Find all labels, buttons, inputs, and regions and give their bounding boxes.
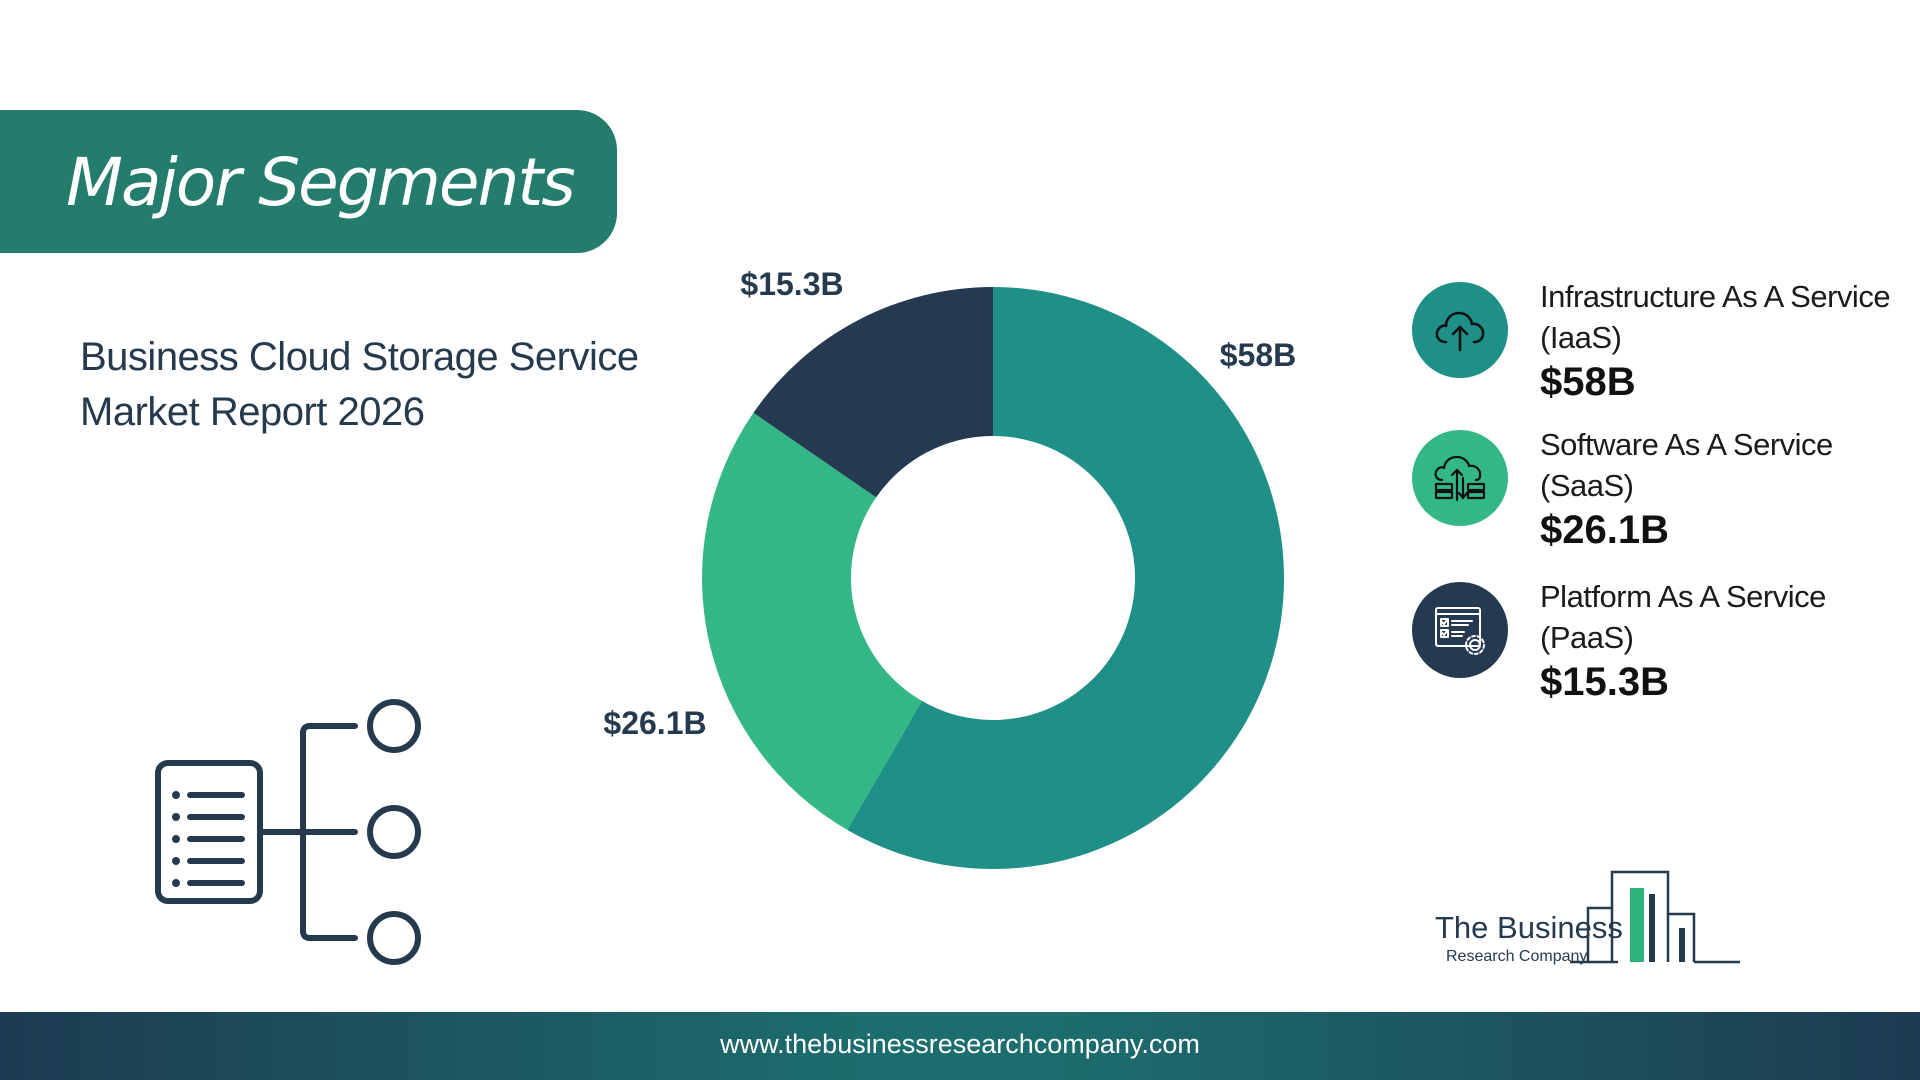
donut-label-iaas: $58B [1220,337,1297,373]
donut-label-paas: $15.3B [740,266,843,302]
report-title-line-2: Market Report 2026 [80,390,425,434]
cloud-server-icon [1434,455,1486,502]
page-title: Major Segments [66,144,576,221]
brand-name-line-1: The Business [1435,910,1623,945]
cloud-upload-icon [1435,311,1485,352]
footer-url[interactable]: www.thebusinessresearchcompany.com [720,1029,1200,1059]
legend-value-saas: $26.1B [1540,508,1669,552]
title-banner: Major Segments [0,110,617,253]
legend-value-iaas: $58B [1540,360,1636,404]
dashboard-gear-icon [1435,607,1485,655]
footer-bar: www.thebusinessresearchcompany.com [0,1012,1920,1080]
donut-label-saas: $26.1B [603,705,706,741]
donut-slice-paas [753,287,993,498]
brand-logo: The Business Research Company [1430,868,1750,968]
building-bars-logo-icon [1570,870,1740,964]
legend-badge-paas [1412,582,1508,678]
legend-value-paas: $15.3B [1540,660,1669,704]
legend-label-saas: Software As A Service (SaaS) [1540,427,1833,503]
brand-name-line-2: Research Company [1446,948,1588,965]
legend-badge-iaas [1412,282,1508,378]
donut-slice-saas [702,412,922,830]
report-title-line-1: Business Cloud Storage Service [80,335,639,379]
legend-badge-saas [1412,430,1508,526]
legend-label-iaas: Infrastructure As A Service (IaaS) [1540,279,1891,355]
org-chart-icon [155,699,421,965]
report-title: Business Cloud Storage Service Market Re… [80,330,680,440]
donut-slice-iaas [847,287,1284,869]
legend-label-paas: Platform As A Service (PaaS) [1540,579,1826,655]
